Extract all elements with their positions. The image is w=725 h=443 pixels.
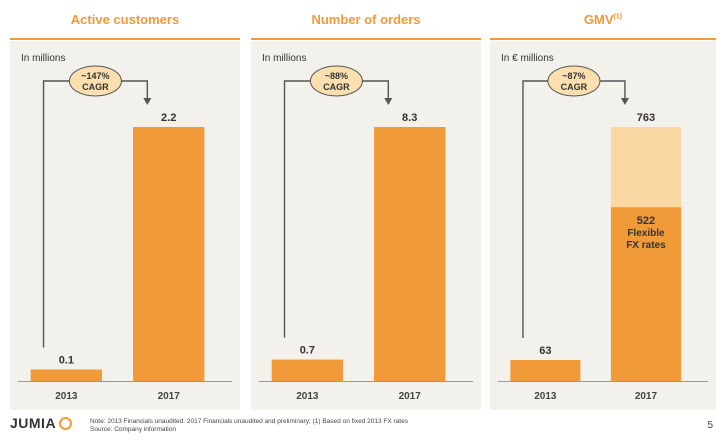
cagr-connector-line — [283, 80, 390, 338]
cagr-label: ~88% — [325, 71, 348, 81]
unit-label: In millions — [262, 53, 306, 64]
cagr-label: CAGR — [82, 82, 109, 92]
panel-title-number-of-orders: Number of orders — [251, 12, 481, 34]
data-label-2013: 0.7 — [300, 345, 315, 357]
x-tick-label: 2013 — [534, 391, 557, 402]
cagr-connector-line — [42, 80, 149, 348]
cagr-label: CAGR — [323, 82, 350, 92]
panel-title-active-customers: Active customers — [10, 12, 240, 34]
page-number: 5 — [707, 420, 713, 431]
bar-segment-flexible-fx — [610, 207, 681, 381]
data-label-2017: 2.2 — [161, 112, 176, 124]
source-note: Source: Company information — [90, 426, 176, 433]
bar-2017 — [133, 127, 205, 381]
panel-title-text: Active customers — [70, 12, 180, 27]
cagr-label: ~87% — [562, 71, 585, 81]
chart-number-of-orders: In millions 0.7 2013 8.3 2017 ~88%CAGR — [259, 53, 473, 402]
cagr-connector-line — [522, 80, 626, 339]
bar-2013 — [510, 360, 581, 381]
x-tick-label: 2017 — [399, 391, 422, 402]
footnote: Note: 2013 Financials unaudited. 2017 Fi… — [90, 418, 408, 425]
data-label-2013: 0.1 — [59, 354, 74, 366]
title-rule — [10, 38, 240, 40]
cagr-bubble — [68, 65, 122, 97]
cagr-arrow-icon — [143, 98, 152, 105]
jumia-logo: JUMIA — [10, 415, 73, 431]
cagr-label: CAGR — [561, 82, 588, 92]
logo-text: JUMIA — [10, 415, 57, 431]
cagr-arrow-icon — [384, 98, 393, 105]
data-label-2017: 763 — [637, 112, 655, 124]
inner-bar-label: 522 — [637, 215, 655, 227]
x-tick-label: 2013 — [296, 391, 319, 402]
footer-notes: Note: 2013 Financials unaudited. 2017 Fi… — [90, 418, 408, 434]
inner-bar-label: FX rates — [626, 240, 666, 251]
cagr-label: ~147% — [81, 71, 109, 81]
cagr-bubble — [309, 65, 363, 97]
cagr-arrow-icon — [620, 98, 629, 105]
data-label-2017: 8.3 — [402, 112, 417, 124]
chart-active-customers: In millions 0.1 2013 2.2 2017 ~147%CAGR — [18, 53, 232, 402]
bar-2013 — [30, 369, 103, 381]
x-tick-label: 2017 — [635, 391, 658, 402]
panel-title-text: GMV — [583, 12, 614, 27]
panel-title-text: Number of orders — [311, 12, 421, 27]
panel-title-footnote-marker: (1) — [613, 13, 623, 21]
title-rule — [251, 38, 481, 40]
data-label-2013: 63 — [539, 345, 551, 357]
cagr-bubble — [547, 65, 601, 97]
unit-label: In € millions — [501, 53, 554, 64]
panel-title-gmv: GMV(1) — [490, 12, 716, 34]
logo-circle-icon — [59, 416, 73, 430]
bar-2013 — [271, 359, 343, 381]
x-tick-label: 2017 — [158, 391, 181, 402]
inner-bar-label: Flexible — [627, 228, 665, 239]
unit-label: In millions — [21, 53, 65, 64]
bar-2017 — [374, 127, 446, 381]
title-rule — [490, 38, 716, 40]
x-tick-label: 2013 — [55, 391, 78, 402]
